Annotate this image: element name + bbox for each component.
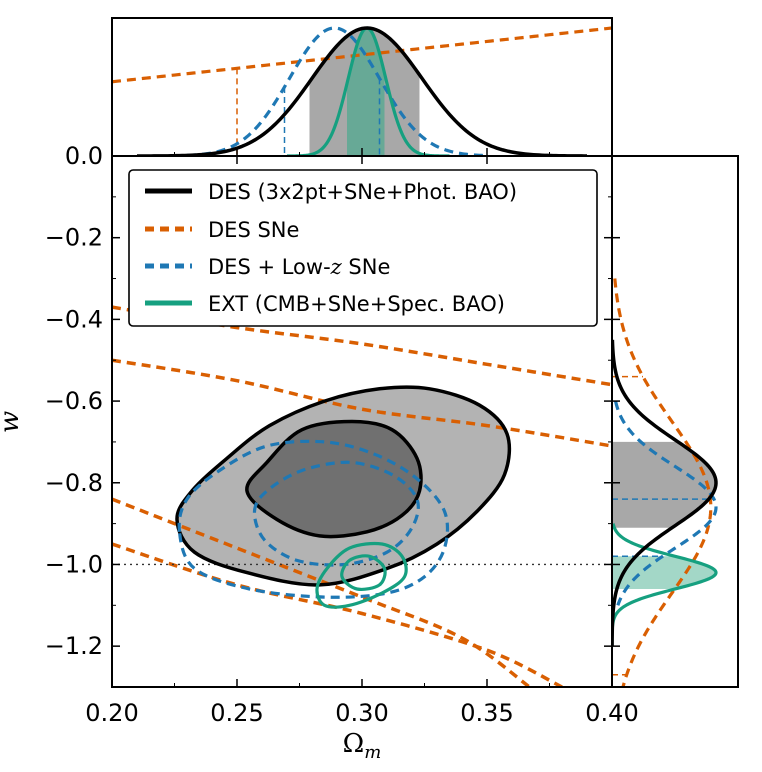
des-68-fill bbox=[246, 421, 422, 537]
right-des-curve bbox=[612, 339, 718, 647]
y-tick-label: −1.0 bbox=[45, 550, 103, 578]
top-marginal-frame bbox=[111, 17, 613, 156]
legend-label-des-sne: DES SNe bbox=[208, 218, 299, 242]
x-tick-label: 0.40 bbox=[585, 699, 638, 727]
right-ext-68-fill bbox=[612, 556, 716, 589]
legend-label-ext: EXT (CMB+SNe+Spec. BAO) bbox=[208, 292, 505, 316]
x-tick-label: 0.35 bbox=[460, 699, 513, 727]
legend-label-des: DES (3x2pt+SNe+Phot. BAO) bbox=[208, 180, 517, 204]
des-lowz-68-contour bbox=[252, 460, 420, 567]
ext-68-contour bbox=[340, 554, 387, 591]
legend: DES (3x2pt+SNe+Phot. BAO) DES SNe DES + … bbox=[128, 169, 598, 327]
x-tick-label: 0.20 bbox=[85, 699, 138, 727]
top-marginal-curves bbox=[112, 26, 612, 156]
right-des-68-fill bbox=[612, 441, 716, 528]
legend-label-des-lowz: DES + Low-z SNe bbox=[208, 255, 390, 279]
top-des-lowz-curve bbox=[186, 26, 488, 156]
y-tick-label: −1.2 bbox=[45, 632, 103, 660]
legend-box bbox=[128, 169, 598, 327]
y-tick-label: −0.8 bbox=[45, 469, 103, 497]
contour-plot bbox=[112, 305, 612, 687]
top-ext-68-fill bbox=[347, 28, 385, 156]
des-sne-68-upper-bound bbox=[112, 358, 612, 448]
axis-ticks: 0.20 0.25 0.30 0.35 0.40 0.0 −0.2 −0.4 −0.6 −0.8 −… bbox=[45, 142, 639, 727]
des-68-contour bbox=[245, 419, 423, 539]
right-des-sne-curve bbox=[613, 278, 713, 687]
y-tick-label: −0.2 bbox=[45, 224, 103, 252]
right-marginal-curves bbox=[612, 278, 718, 687]
ext-95-contour bbox=[315, 541, 408, 609]
y-axis-label: w bbox=[0, 411, 25, 433]
y-tick-label: −0.4 bbox=[45, 305, 103, 333]
top-des-curve bbox=[136, 26, 588, 156]
y-tick-label: −0.6 bbox=[45, 387, 103, 415]
des-sne-68-lower-bound bbox=[112, 542, 563, 687]
x-axis-label: Ωm bbox=[343, 729, 382, 763]
des-95-contour bbox=[175, 385, 512, 587]
x-tick-label: 0.25 bbox=[210, 699, 263, 727]
top-des-sne-curve bbox=[112, 26, 612, 84]
des-lowz-95-contour bbox=[177, 439, 450, 599]
x-tick-label: 0.30 bbox=[335, 699, 388, 727]
right-marginal-frame bbox=[612, 155, 739, 688]
des-sne-95-lower-bound bbox=[112, 497, 531, 687]
y-tick-label: 0.0 bbox=[65, 142, 103, 170]
